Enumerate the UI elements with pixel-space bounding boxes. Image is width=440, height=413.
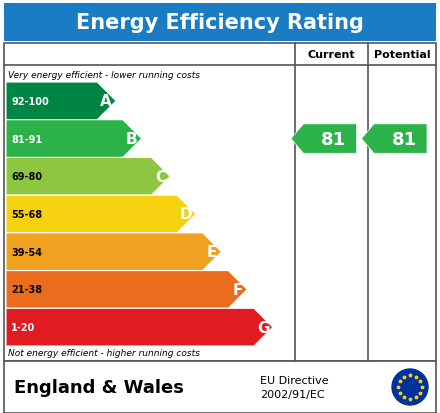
Bar [4, 361, 436, 413]
Text: B: B [126, 132, 138, 147]
Text: 1-20: 1-20 [11, 323, 35, 332]
Text: G: G [257, 320, 269, 335]
Text: 55-68: 55-68 [11, 209, 42, 219]
Text: 81-91: 81-91 [11, 134, 42, 144]
Polygon shape [6, 233, 221, 271]
Text: Very energy efficient - lower running costs: Very energy efficient - lower running co… [8, 70, 200, 79]
Text: 2002/91/EC: 2002/91/EC [260, 389, 325, 399]
Polygon shape [291, 125, 356, 154]
Polygon shape [362, 125, 427, 154]
Text: C: C [155, 169, 166, 184]
Text: England & Wales: England & Wales [14, 378, 184, 396]
Text: 81: 81 [392, 130, 417, 148]
Text: EU Directive: EU Directive [260, 375, 329, 385]
Text: Not energy efficient - higher running costs: Not energy efficient - higher running co… [8, 349, 200, 358]
Text: Current: Current [308, 50, 356, 60]
Polygon shape [6, 121, 142, 158]
Bar [4, 44, 436, 361]
Text: E: E [206, 244, 217, 260]
Bar [4, 4, 436, 42]
Polygon shape [6, 309, 273, 346]
Text: 81: 81 [321, 130, 346, 148]
Text: A: A [100, 94, 112, 109]
Text: Potential: Potential [374, 50, 430, 60]
Text: F: F [232, 282, 242, 297]
Polygon shape [6, 271, 247, 309]
Text: 21-38: 21-38 [11, 285, 42, 295]
Polygon shape [6, 158, 170, 196]
Polygon shape [6, 196, 196, 233]
Text: 69-80: 69-80 [11, 172, 42, 182]
Text: 92-100: 92-100 [11, 97, 49, 107]
Text: D: D [180, 207, 192, 222]
Polygon shape [6, 83, 116, 121]
Text: 39-54: 39-54 [11, 247, 42, 257]
Circle shape [392, 369, 428, 405]
Text: Energy Efficiency Rating: Energy Efficiency Rating [76, 13, 364, 33]
